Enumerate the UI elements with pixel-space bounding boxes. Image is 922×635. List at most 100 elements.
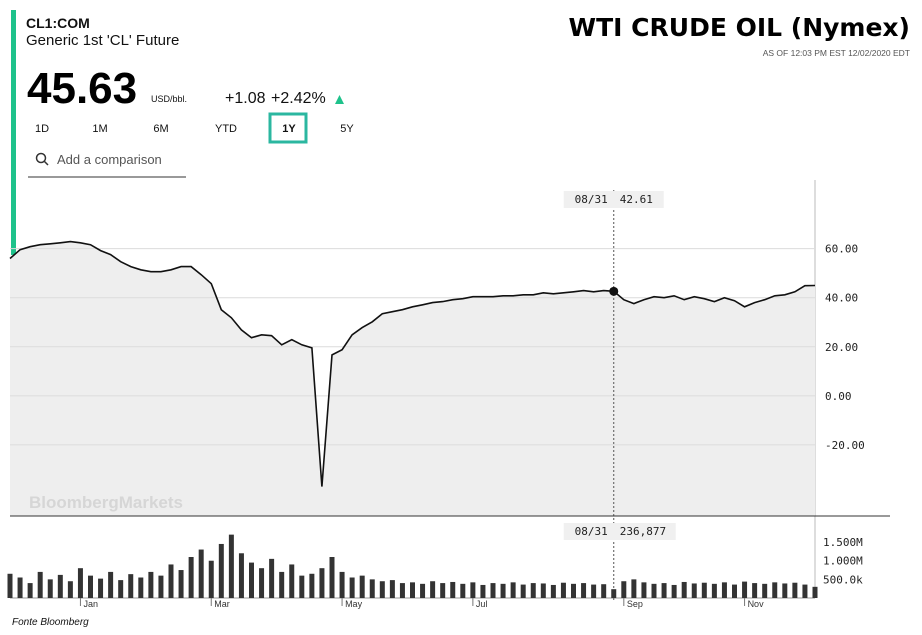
volume-bar <box>37 571 43 598</box>
volume-bar <box>289 564 295 598</box>
volume-bar <box>158 575 164 598</box>
volume-bar <box>661 583 667 598</box>
range-button[interactable]: 5Y <box>340 123 354 135</box>
volume-bar <box>460 583 466 598</box>
volume-bar <box>500 583 506 598</box>
volume-bar <box>792 582 798 598</box>
volume-bar <box>480 584 486 598</box>
volume-bar <box>752 583 758 598</box>
volume-bar <box>701 582 707 598</box>
price: 45.63 <box>27 64 137 113</box>
y-tick-label: 500.0k <box>823 573 863 586</box>
volume-bar <box>118 580 124 598</box>
volume-bar <box>651 583 657 598</box>
volume-bar <box>711 583 717 598</box>
volume-bar <box>581 583 587 598</box>
symbol: CL1:COM <box>26 15 90 31</box>
volume-bar <box>379 581 385 598</box>
volume-bar <box>691 583 697 598</box>
volume-bar <box>359 575 365 598</box>
x-tick-label: May <box>345 599 363 609</box>
y-tick-label: 40.00 <box>825 292 858 305</box>
volume-bar <box>238 553 244 598</box>
volume-bar <box>369 579 375 598</box>
volume-bar <box>47 579 53 598</box>
price-area <box>10 241 815 516</box>
volume-bar <box>339 571 345 598</box>
volume-bar <box>490 583 496 598</box>
volume-bar <box>611 589 617 598</box>
volume-bar <box>510 582 516 598</box>
volume-bar <box>309 573 315 598</box>
volume-bar <box>7 573 13 598</box>
y-tick-label: 1.000M <box>823 555 863 568</box>
volume-bar <box>571 583 576 598</box>
volume-bar <box>631 579 637 598</box>
volume-bar <box>88 575 93 598</box>
range-selector: 1D 1M 6M YTD 1Y 5Y <box>35 112 354 144</box>
range-button[interactable]: YTD <box>215 123 237 135</box>
volume-bar <box>440 583 446 598</box>
volume-bar <box>188 557 194 598</box>
watermark: BloombergMarkets <box>29 493 183 512</box>
volume-bar <box>108 571 114 598</box>
title: WTI CRUDE OIL (Nymex) <box>569 13 910 42</box>
volume-bar <box>329 557 335 598</box>
volume-bar <box>249 562 254 598</box>
x-tick-label: Nov <box>748 599 765 609</box>
y-tick-label: 1.500M <box>823 536 863 549</box>
volume-bar <box>259 568 265 598</box>
volume-bar <box>681 581 687 598</box>
volume-bar <box>420 583 426 598</box>
volume-bar <box>269 558 275 598</box>
x-tick-label: Jul <box>476 599 488 609</box>
volume-bar <box>389 580 395 598</box>
compare-input[interactable]: Add a comparison <box>57 152 162 167</box>
search-icon <box>35 152 47 164</box>
volume-bar <box>762 583 768 598</box>
range-button[interactable]: 1M <box>92 123 107 135</box>
range-button[interactable]: 1D <box>35 123 49 135</box>
volume-bar <box>299 575 305 598</box>
volume-bar <box>621 581 627 598</box>
volume-bar <box>168 564 174 598</box>
volume-bar <box>601 584 607 598</box>
volume-bar <box>530 583 536 598</box>
volume-bar <box>671 584 677 598</box>
crosshair-box <box>563 523 676 540</box>
volume-bar <box>178 570 184 598</box>
range-button[interactable]: 6M <box>153 123 168 135</box>
volume-bar <box>470 582 476 598</box>
volume-bar <box>742 581 748 598</box>
volume-bar <box>218 543 224 598</box>
price-line <box>9 240 816 487</box>
crosshair-dot <box>609 286 619 296</box>
up-arrow <box>335 95 344 104</box>
volume-bar <box>560 582 566 598</box>
volume-bar <box>98 578 104 598</box>
range-button[interactable]: 1Y <box>282 123 296 135</box>
volume-bar <box>772 582 778 598</box>
volume-bar <box>399 583 405 598</box>
volume-bar <box>520 584 526 598</box>
volume-bar <box>641 582 647 598</box>
y-tick-label: 60.00 <box>825 243 858 256</box>
volume-bar <box>148 571 154 598</box>
volume-bar <box>27 583 33 598</box>
volume-bar <box>802 584 808 598</box>
volume-bar <box>67 581 73 598</box>
volume-bar <box>17 577 23 598</box>
range-highlight <box>268 112 308 144</box>
volume-bar <box>208 560 214 598</box>
crosshair-value: 42.61 <box>620 193 653 206</box>
change: +1.08 <box>225 90 266 107</box>
volume-bar <box>77 568 83 598</box>
source: Fonte Bloomberg <box>12 617 89 628</box>
volume-bar <box>550 584 556 598</box>
y-tick-label: 0.00 <box>825 390 852 403</box>
volume-bar <box>782 583 788 598</box>
volume-bar <box>138 577 144 598</box>
change-pct: +2.42% <box>271 90 326 107</box>
